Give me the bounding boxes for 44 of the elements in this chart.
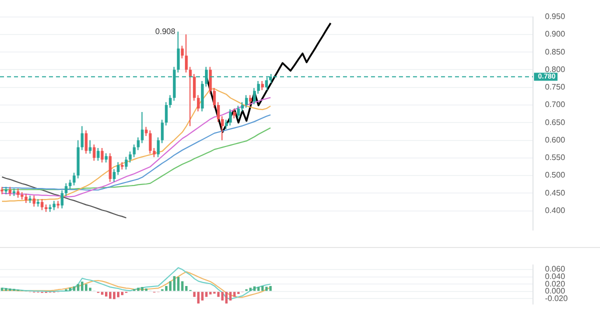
- y-tick-label: 0.450: [545, 188, 566, 198]
- bar: [113, 292, 116, 300]
- y-tick-label: 0.400: [545, 206, 566, 216]
- bar: [229, 292, 232, 301]
- annotation: 0.908: [155, 26, 176, 36]
- bar: [233, 292, 236, 297]
- y-tick-label: 0.900: [545, 30, 566, 39]
- y-tick-label: 0.060: [545, 264, 566, 274]
- bar: [109, 292, 112, 299]
- bar: [173, 276, 176, 291]
- bar: [209, 292, 212, 294]
- bar: [104, 292, 108, 297]
- bar: [68, 288, 72, 291]
- bar: [141, 287, 144, 291]
- y-tick-label: 0.040: [545, 272, 566, 282]
- bar: [88, 288, 92, 291]
- y-tick-label: 0.020: [545, 279, 566, 288]
- bar: [201, 292, 204, 301]
- y-tick-label: 0.550: [545, 153, 566, 162]
- y-tick-label: 0.650: [545, 118, 566, 127]
- y-tick-label: 0.850: [545, 47, 566, 56]
- bar: [177, 276, 180, 291]
- y-tick-label: 0.950: [545, 12, 566, 22]
- bar: [117, 292, 120, 298]
- y-tick-label: 0.800: [545, 64, 566, 74]
- bar: [72, 286, 76, 291]
- bar: [121, 292, 124, 296]
- bar: [80, 282, 84, 291]
- bar: [225, 292, 228, 304]
- bar: [76, 284, 80, 291]
- y-tick-label: 0.000: [545, 286, 566, 296]
- y-tick-label: 0.500: [545, 170, 566, 180]
- y-tick-label: 0.750: [545, 82, 566, 92]
- bar: [137, 288, 140, 291]
- bar: [100, 292, 104, 295]
- y-tick-label: -0.020: [545, 294, 568, 303]
- y-tick-label: 0.700: [545, 100, 566, 110]
- bar: [217, 292, 220, 297]
- bar: [221, 292, 224, 301]
- bar: [84, 284, 88, 291]
- y-tick-label: 0.600: [545, 135, 566, 144]
- bar: [181, 281, 184, 291]
- bar: [197, 292, 200, 304]
- bar: [205, 292, 208, 297]
